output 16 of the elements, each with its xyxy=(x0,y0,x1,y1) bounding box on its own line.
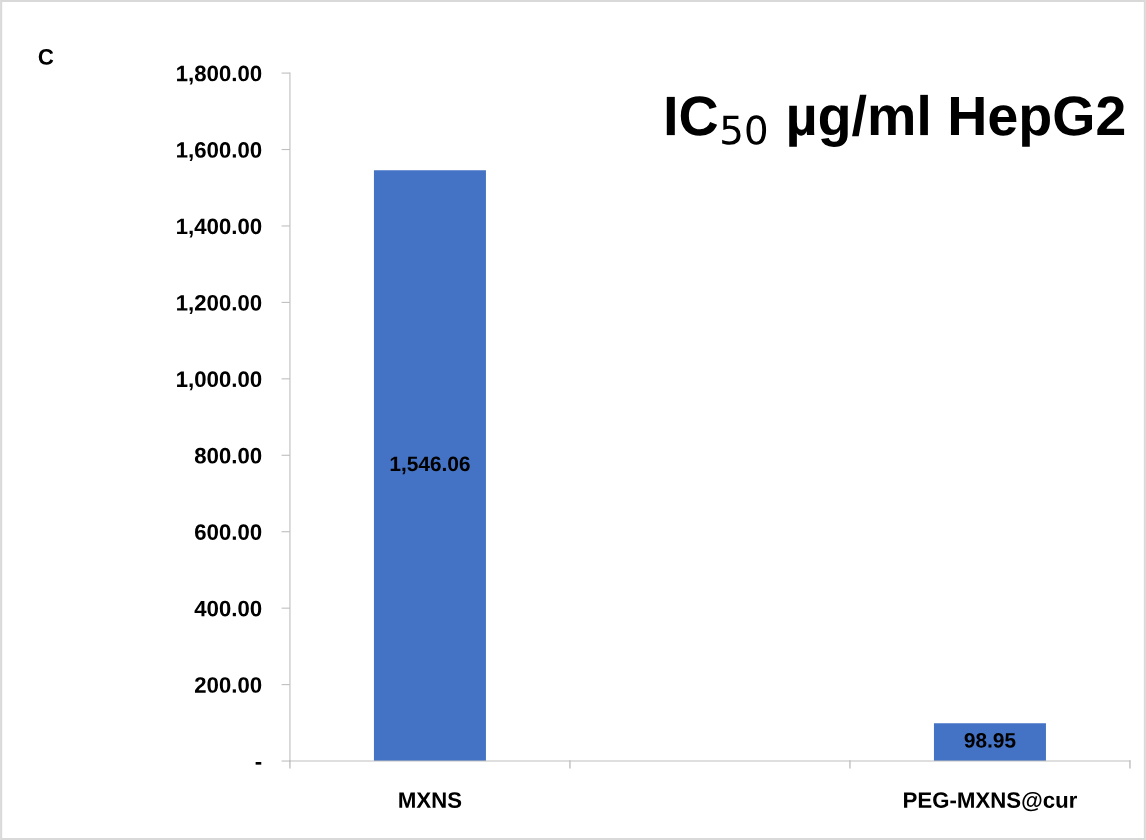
y-tick-label: 1,400.00 xyxy=(177,218,262,238)
data-label: 1,546.06 xyxy=(390,456,470,475)
y-tick-label: 1,600.00 xyxy=(177,142,262,162)
x-tick-label: PEG-MXNS@cur xyxy=(904,791,1078,812)
y-tick-label: 1,200.00 xyxy=(177,294,262,314)
y-tick-label: - xyxy=(255,762,262,765)
y-tick-label: 1,800.00 xyxy=(177,65,262,85)
y-tick-label: 200.00 xyxy=(194,677,262,693)
text: C xyxy=(38,49,54,65)
y-tick-label: 800.00 xyxy=(194,447,262,464)
x-tick-label: MXNS xyxy=(399,792,462,808)
y-tick-label: 600.00 xyxy=(195,524,262,540)
y-tick-label: 400.00 xyxy=(194,600,262,617)
data-label: 98.95 xyxy=(964,732,1016,748)
y-tick-label: 1,000.00 xyxy=(177,371,262,391)
chart-title: IC$_{50}$ µg/ml HepG2 xyxy=(666,94,1125,147)
